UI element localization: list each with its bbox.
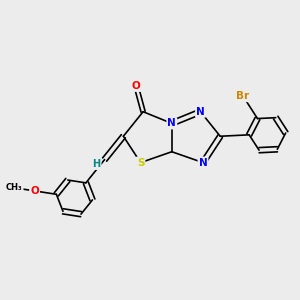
Text: H: H (92, 159, 101, 169)
Text: O: O (132, 81, 140, 91)
Text: O: O (30, 186, 39, 196)
Text: N: N (167, 118, 176, 128)
Text: S: S (137, 158, 144, 168)
Text: N: N (199, 158, 207, 168)
Text: CH₃: CH₃ (6, 183, 23, 192)
Text: N: N (196, 107, 205, 117)
Text: Br: Br (236, 91, 250, 101)
